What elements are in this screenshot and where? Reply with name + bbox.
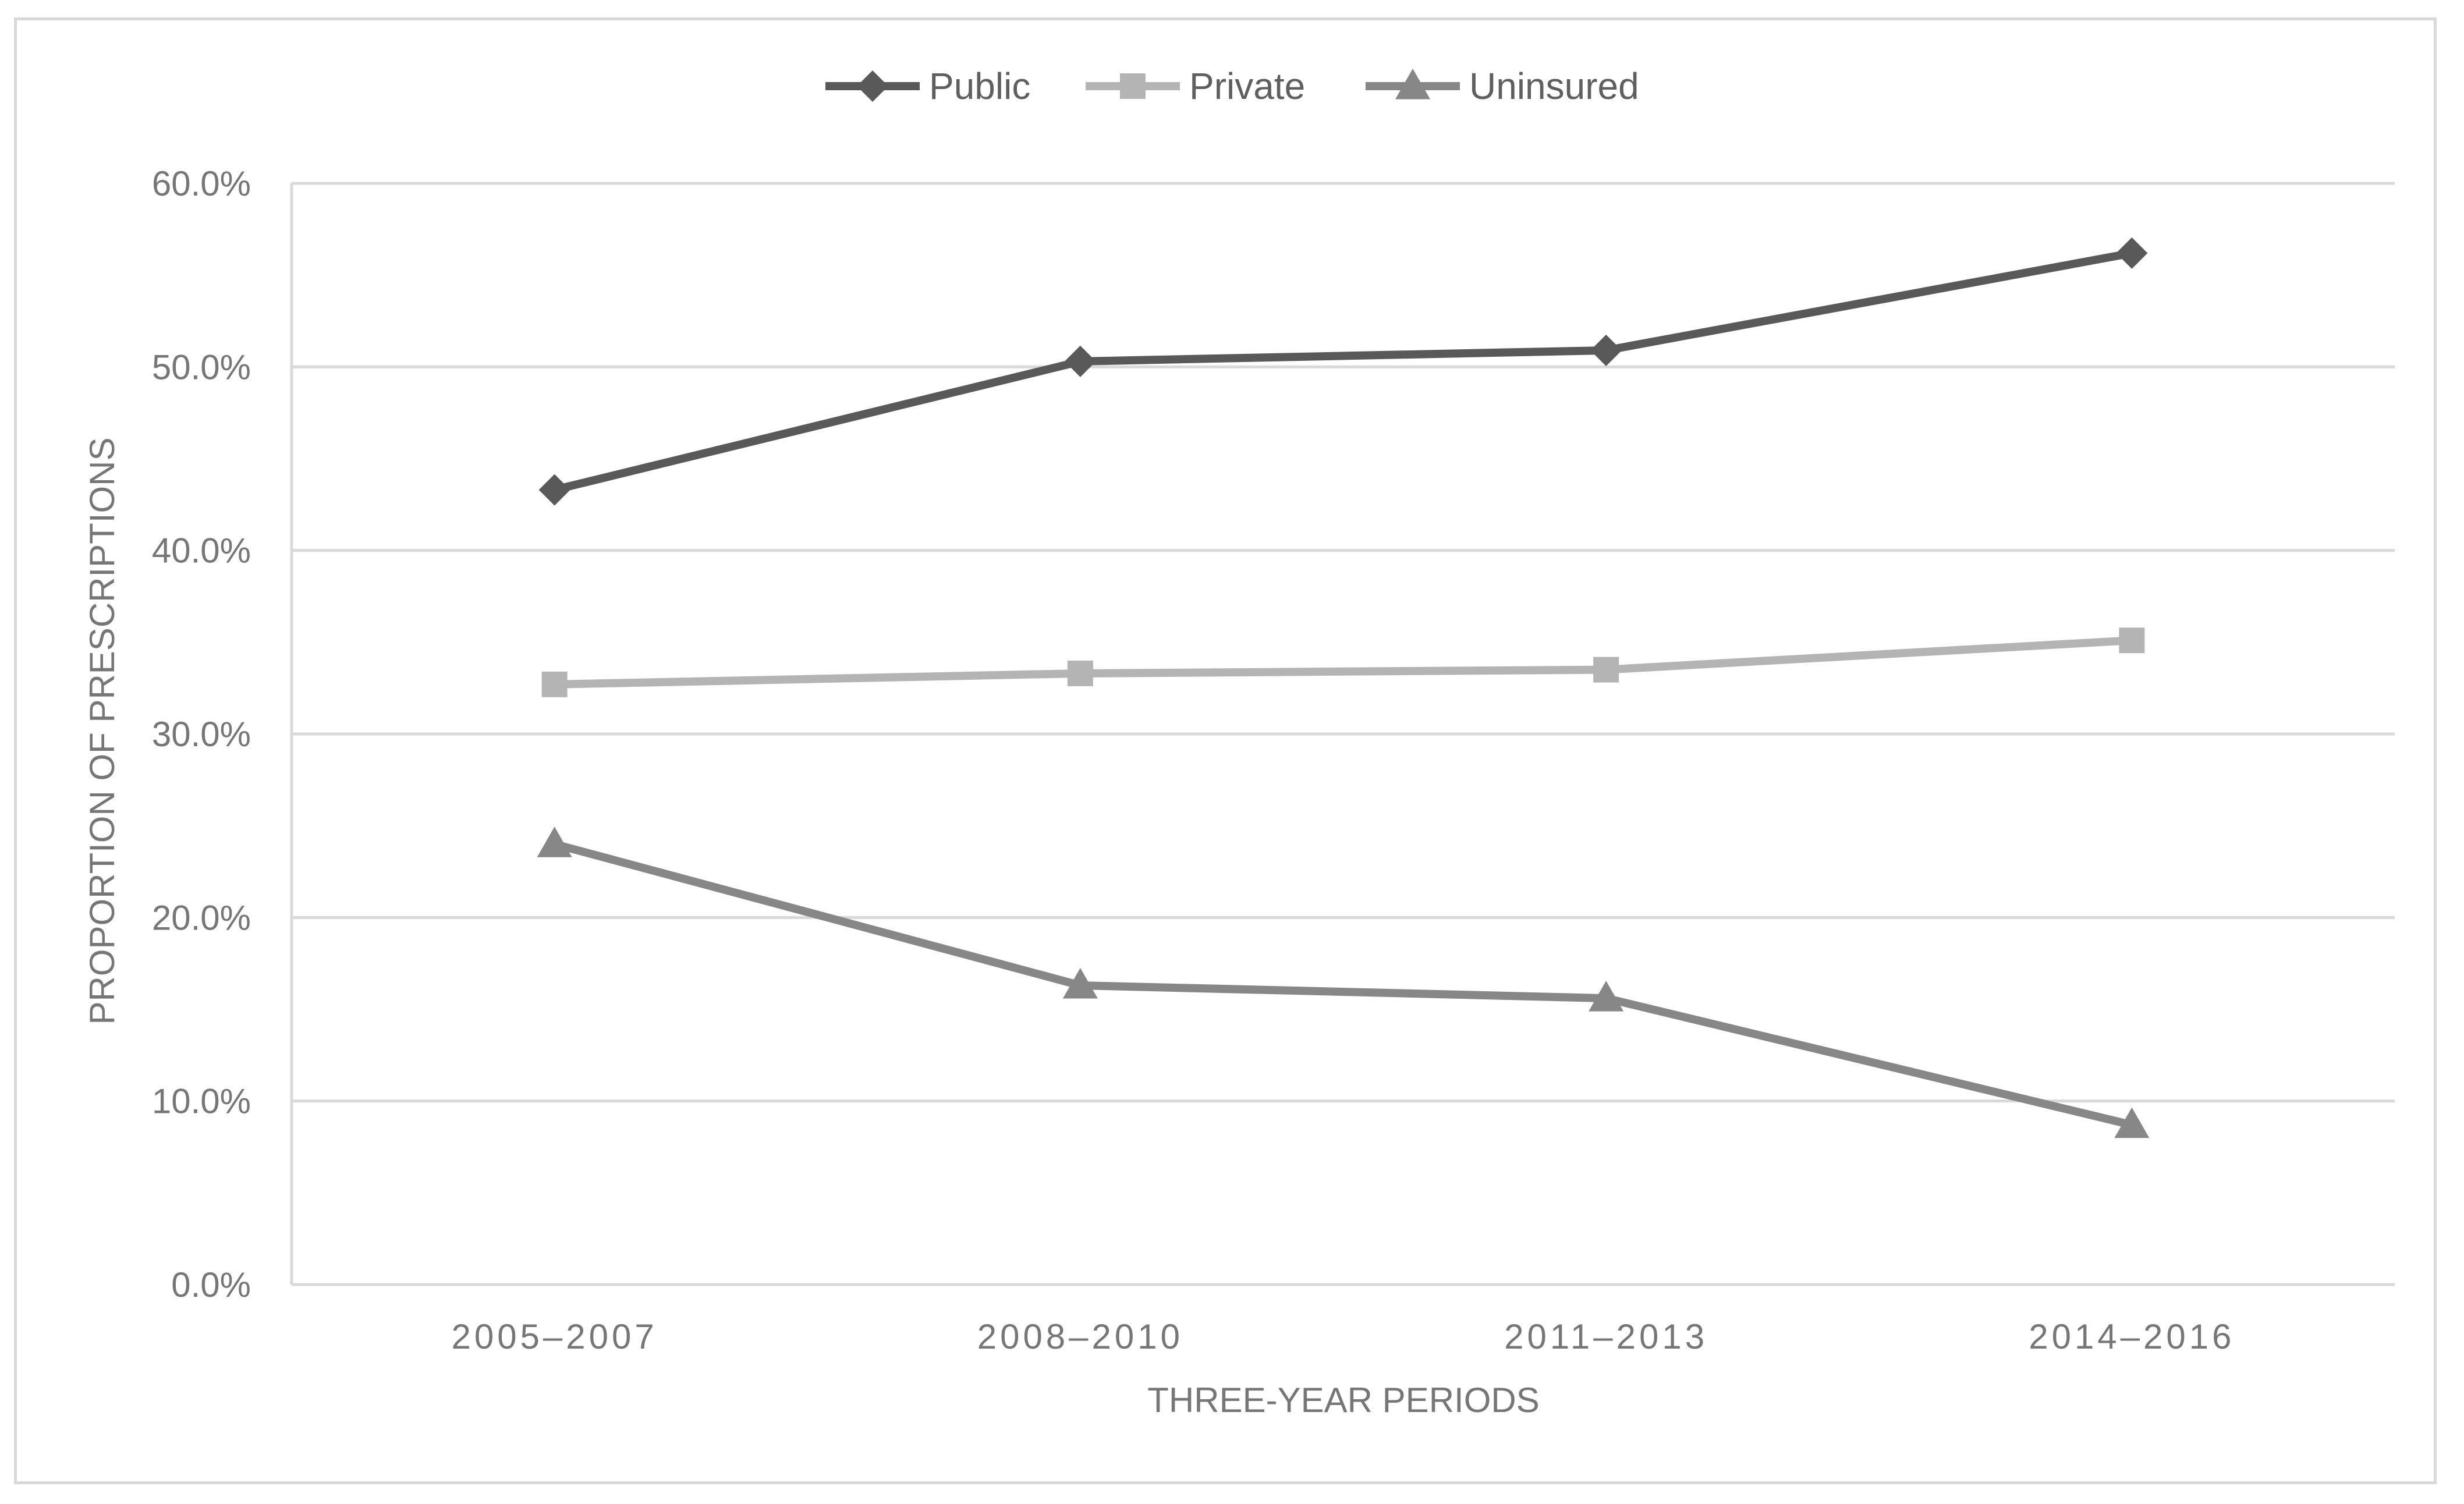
data-point-private [1593,657,1619,683]
y-axis-ticks: 0.0% 10.0% 20.0% 30.0% 40.0% 50.0% 60.0% [152,164,251,1304]
chart-frame [14,17,2437,1484]
legend-marker-private [1120,73,1146,99]
x-tick-label: 2005–2007 [451,1317,657,1356]
y-tick-label: 40.0% [152,531,251,570]
legend-item-private: Private [1086,65,1305,107]
x-axis-title: THREE-YEAR PERIODS [1147,1381,1539,1420]
series-line-public [553,249,2133,494]
y-axis-title: PROPORTION OF PRESCRIPTIONS [83,437,122,1024]
legend-marker-public [857,70,888,102]
y-tick-label: 10.0% [152,1082,251,1121]
legend: Public Private Uninsured [825,65,1639,107]
series-public [538,237,2148,506]
legend-item-uninsured: Uninsured [1366,65,1639,107]
gridlines [290,182,2395,1286]
data-point-private [1067,660,1093,686]
x-axis-ticks: 2005–2007 2008–2010 2011–2013 2014–2016 [451,1317,2235,1356]
data-point-uninsured [2114,1107,2150,1138]
series-private [541,627,2145,697]
data-point-private [2119,627,2145,654]
data-point-public [538,474,570,506]
x-tick-label: 2011–2013 [1504,1317,1708,1356]
x-tick-label: 2008–2010 [977,1317,1183,1356]
series-line-private [554,636,2132,689]
data-point-public [1590,334,1622,366]
data-point-public [1064,345,1096,377]
legend-label-private: Private [1189,65,1305,107]
data-point-uninsured [1062,968,1098,999]
series-group [537,237,2150,1138]
legend-label-public: Public [929,65,1030,107]
legend-label-uninsured: Uninsured [1469,65,1639,107]
legend-item-public: Public [825,65,1030,107]
y-tick-label: 60.0% [152,164,251,203]
y-tick-label: 0.0% [171,1265,251,1304]
y-tick-label: 30.0% [152,715,251,754]
y-tick-label: 50.0% [152,347,251,386]
data-point-private [541,671,568,697]
x-tick-label: 2014–2016 [2029,1317,2235,1356]
data-point-uninsured [537,827,572,857]
legend-marker-uninsured [1395,69,1430,100]
data-point-uninsured [1589,981,1624,1012]
series-line-uninsured [553,840,2133,1129]
series-uninsured [537,827,2150,1138]
data-point-public [2116,237,2148,269]
y-tick-label: 20.0% [152,898,251,937]
